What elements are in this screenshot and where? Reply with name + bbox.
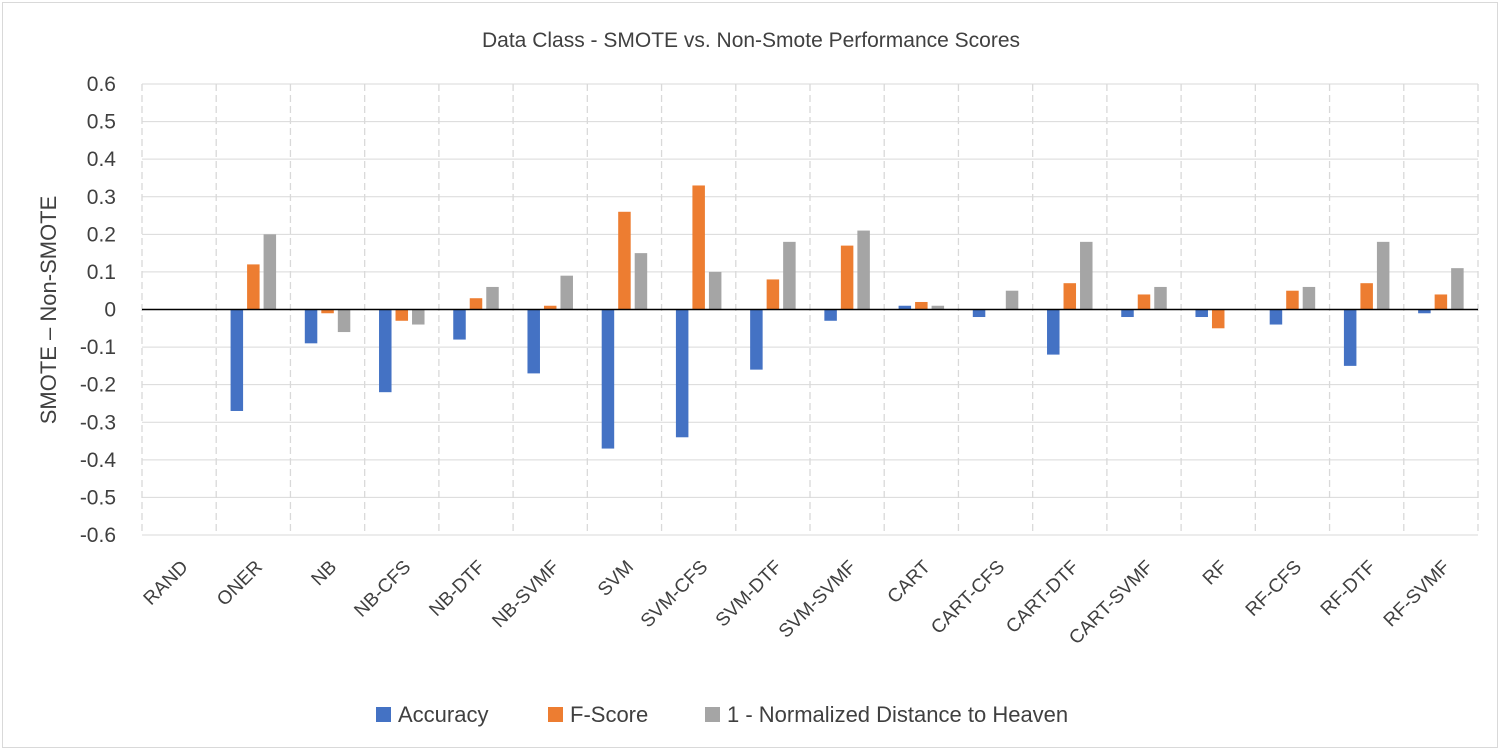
bar (1434, 294, 1448, 310)
bar (1269, 309, 1283, 325)
legend-swatch (548, 707, 563, 722)
x-tick-label: NB (308, 557, 342, 591)
x-tick-label: RAND (140, 557, 193, 610)
y-tick-label: 0.2 (87, 223, 116, 246)
y-tick-label: -0.5 (80, 486, 116, 509)
bar (1302, 286, 1316, 310)
x-tick-label: SVM-DTF (712, 557, 787, 632)
bar (412, 309, 425, 325)
y-tick-label: -0.2 (80, 374, 116, 397)
bar (1451, 268, 1464, 310)
bar (379, 309, 392, 393)
bars (230, 185, 1464, 449)
x-tick-label: NB-DTF (425, 557, 489, 621)
y-tick-label: -0.1 (80, 336, 116, 359)
bar (337, 309, 351, 333)
y-tick-label: 0.5 (87, 111, 116, 134)
bar (1211, 309, 1225, 329)
bar (692, 185, 705, 310)
y-axis-ticks: 0.6 0.5 0.4 0.3 0.2 0.1 0 -0.1 -0.2 -0.3 -0.4 -0.5 -… (80, 73, 117, 547)
bar (1047, 309, 1060, 355)
bar (634, 253, 648, 310)
legend-label: Accuracy (398, 702, 488, 727)
bar (783, 241, 796, 310)
bar (1005, 290, 1019, 310)
x-tick-label: RF-SVMF (1380, 557, 1455, 632)
bar (395, 309, 409, 321)
bar (750, 309, 763, 370)
bar (1137, 294, 1151, 310)
x-tick-label: RF-DTF (1317, 557, 1380, 620)
y-tick-label: 0.3 (87, 186, 116, 209)
bar (1154, 286, 1167, 310)
bar (1195, 309, 1208, 318)
bar (675, 309, 689, 438)
bar (1376, 241, 1390, 310)
chart-title: Data Class - SMOTE vs. Non-Smote Perform… (482, 29, 1020, 52)
y-tick-label: 0.1 (87, 261, 116, 284)
bar (230, 309, 244, 411)
bar (1121, 309, 1134, 318)
bar (1343, 309, 1357, 366)
x-tick-label: NB-CFS (350, 557, 415, 622)
x-tick-label: SVM (594, 557, 638, 601)
bar (857, 230, 870, 310)
x-tick-label: SVM-SVMF (775, 557, 861, 643)
bar (708, 271, 722, 310)
bar (560, 275, 573, 310)
bar (453, 309, 466, 340)
x-tick-label: RF (1199, 557, 1232, 590)
bar (601, 309, 615, 449)
bar (915, 301, 928, 310)
bar (618, 211, 631, 310)
legend-label: 1 - Normalized Distance to Heaven (727, 702, 1068, 727)
bar (486, 286, 499, 310)
bar (972, 309, 986, 318)
y-tick-label: -0.6 (80, 524, 116, 547)
bar (898, 305, 912, 310)
bar (469, 298, 483, 310)
y-tick-label: 0.4 (87, 148, 117, 171)
x-tick-label: NB-SVMF (488, 557, 563, 632)
x-tick-label: RF-CFS (1242, 557, 1306, 621)
bar (840, 245, 854, 310)
x-tick-label: CART (884, 556, 935, 607)
bar (931, 305, 945, 310)
bar (527, 309, 540, 374)
series-f-score (247, 185, 1448, 329)
series-accuracy (230, 305, 1431, 449)
bar (1286, 290, 1299, 310)
bar (263, 234, 277, 310)
legend-label: F-Score (570, 702, 648, 727)
legend-swatch (376, 707, 391, 722)
bar (1360, 283, 1373, 310)
y-tick-label: 0 (104, 299, 116, 322)
bar (1063, 283, 1077, 310)
bar (1418, 309, 1431, 314)
x-tick-label: SVM-CFS (637, 557, 712, 632)
bar (247, 264, 260, 310)
y-tick-label: -0.4 (80, 449, 117, 472)
y-tick-label: -0.3 (80, 411, 116, 434)
bar (766, 279, 780, 310)
bar (1080, 241, 1093, 310)
x-tick-label: CART-CFS (927, 557, 1009, 639)
y-tick-label: 0.6 (87, 73, 116, 96)
bar (543, 305, 557, 310)
legend: Accuracy F-Score 1 - Normalized Distance t… (376, 702, 1068, 727)
legend-swatch (705, 707, 720, 722)
x-tick-label: ONER (213, 557, 267, 611)
series-1-normalized-distance-to-heaven (263, 230, 1464, 333)
bar (304, 309, 318, 344)
bar (321, 309, 334, 314)
bar (824, 309, 837, 321)
y-axis-label: SMOTE – Non-SMOTE (36, 196, 61, 425)
x-tick-label: CART-DTF (1002, 557, 1083, 638)
